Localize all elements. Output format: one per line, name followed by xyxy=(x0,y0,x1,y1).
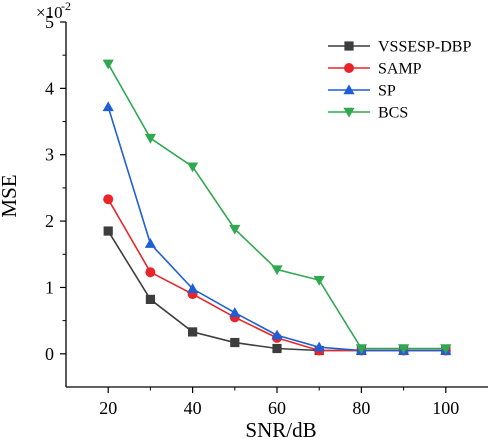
y-tick-label-0: 0 xyxy=(45,344,54,364)
point-bcs-80 xyxy=(355,344,367,355)
point-sp-60 xyxy=(271,329,283,340)
point-vssesp-dbp-60 xyxy=(272,343,282,354)
point-vssesp-dbp-50 xyxy=(230,337,240,348)
point-vssesp-dbp-40 xyxy=(188,327,198,337)
point-bcs-60 xyxy=(271,265,283,276)
point-bcs-20 xyxy=(102,59,114,70)
point-bcs-70 xyxy=(313,275,325,286)
point-samp-30 xyxy=(145,267,156,278)
y-tick-label-3: 3 xyxy=(45,145,54,165)
legend: VSSESP-DBP SAMP SP BCS xyxy=(328,39,471,122)
point-vssesp-dbp-30 xyxy=(145,294,155,304)
x-axis-title: SNR/dB xyxy=(245,418,316,442)
point-bcs-30 xyxy=(144,133,156,144)
legend-label-vssesp-dbp: VSSESP-DBP xyxy=(378,39,471,56)
point-vssesp-dbp-20 xyxy=(103,226,113,236)
x-tick-label-20: 20 xyxy=(99,398,117,418)
legend-label-bcs: BCS xyxy=(378,105,408,122)
y-tick-label-2: 2 xyxy=(45,211,54,231)
point-bcs-50 xyxy=(229,224,241,235)
point-sp-50 xyxy=(229,307,241,317)
y-tick-label-1: 1 xyxy=(45,277,54,297)
legend-label-samp: SAMP xyxy=(378,61,422,78)
y-tick-label-5: 5 xyxy=(45,12,54,32)
legend-label-sp: SP xyxy=(378,83,396,100)
point-samp-20 xyxy=(103,194,114,205)
y-multiplier-exponent: -2 xyxy=(61,0,71,13)
x-tick-label-80: 80 xyxy=(352,398,370,418)
point-sp-30 xyxy=(144,238,156,248)
series-sp xyxy=(102,101,452,355)
point-bcs-90 xyxy=(398,344,410,355)
series-bcs xyxy=(102,59,452,355)
legend-marker-vssesp-dbp xyxy=(344,41,354,51)
point-bcs-100 xyxy=(440,344,452,355)
point-sp-70 xyxy=(313,341,325,352)
x-tick-label-60: 60 xyxy=(268,398,286,418)
y-axis-title: MSE xyxy=(0,174,21,217)
point-bcs-40 xyxy=(187,162,199,173)
x-tick-label-100: 100 xyxy=(432,398,459,418)
y-tick-label-4: 4 xyxy=(45,78,54,98)
axis-ticks: 20 40 60 80 100 0 1 2 3 4 5 xyxy=(45,12,459,418)
x-tick-label-40: 40 xyxy=(184,398,202,418)
point-sp-40 xyxy=(187,283,199,293)
legend-marker-sp xyxy=(343,84,355,95)
y-multiplier-label: ×10 xyxy=(36,3,63,22)
legend-marker-samp xyxy=(344,63,354,73)
point-sp-20 xyxy=(102,101,114,112)
legend-marker-bcs xyxy=(343,107,355,118)
series-layer xyxy=(102,59,452,356)
